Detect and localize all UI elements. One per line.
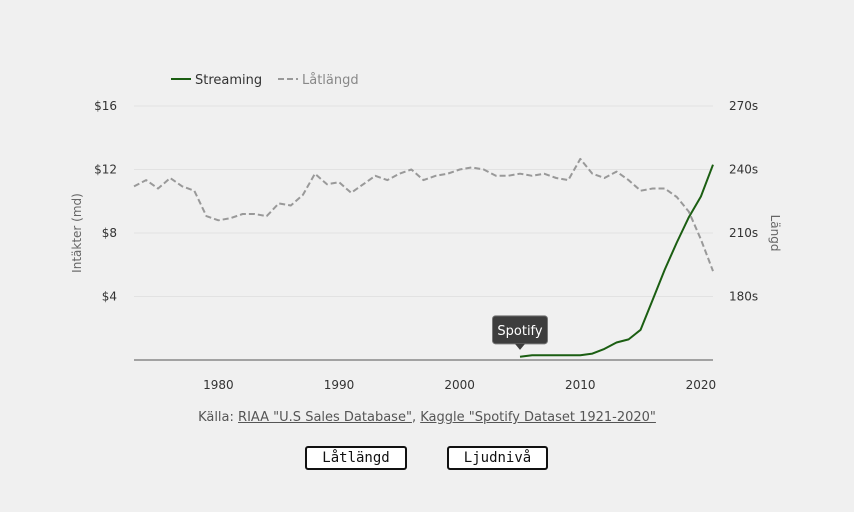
annotation-pointer	[515, 343, 525, 350]
source-link-riaa[interactable]: RIAA "U.S Sales Database"	[238, 410, 412, 425]
x-tick-label: 2020	[686, 378, 717, 392]
y-right-tick-label: 270s	[729, 99, 758, 113]
y-right-tick-label: 240s	[729, 163, 758, 177]
legend-label: Låtlängd	[302, 73, 359, 88]
y-left-tick-label: $4	[102, 290, 117, 304]
source-separator: ,	[411, 410, 421, 425]
song-length-button[interactable]: Låtlängd	[305, 446, 407, 470]
annotation-label: Spotify	[497, 324, 543, 339]
legend-label: Streaming	[195, 73, 262, 88]
x-tick-label: 2010	[565, 378, 596, 392]
series-line-song-length	[133, 157, 714, 272]
source-note: Källa: RIAA "U.S Sales Database", Kaggle…	[0, 410, 854, 425]
y-right-tick-label: 180s	[729, 290, 758, 304]
source-link-kaggle[interactable]: Kaggle "Spotify Dataset 1921-2020"	[420, 410, 656, 425]
y-right-axis-title: Längd	[768, 215, 782, 252]
y-left-axis-title: Intäkter (md)	[70, 193, 84, 273]
x-tick-label: 1980	[203, 378, 234, 392]
y-left-tick-label: $8	[102, 226, 117, 240]
y-right-tick-label: 210s	[729, 226, 758, 240]
x-tick-label: 1990	[324, 378, 355, 392]
series-line-streaming	[519, 164, 714, 358]
y-left-tick-label: $16	[94, 99, 117, 113]
loudness-button[interactable]: Ljudnivå	[447, 446, 548, 470]
chart: $4 $8 $12 $16 180s 210s 240s 270s 1980 1990 2000 20…	[70, 73, 782, 392]
y-left-tick-label: $12	[94, 163, 117, 177]
source-prefix: Källa:	[198, 410, 239, 425]
x-tick-label: 2000	[444, 378, 475, 392]
